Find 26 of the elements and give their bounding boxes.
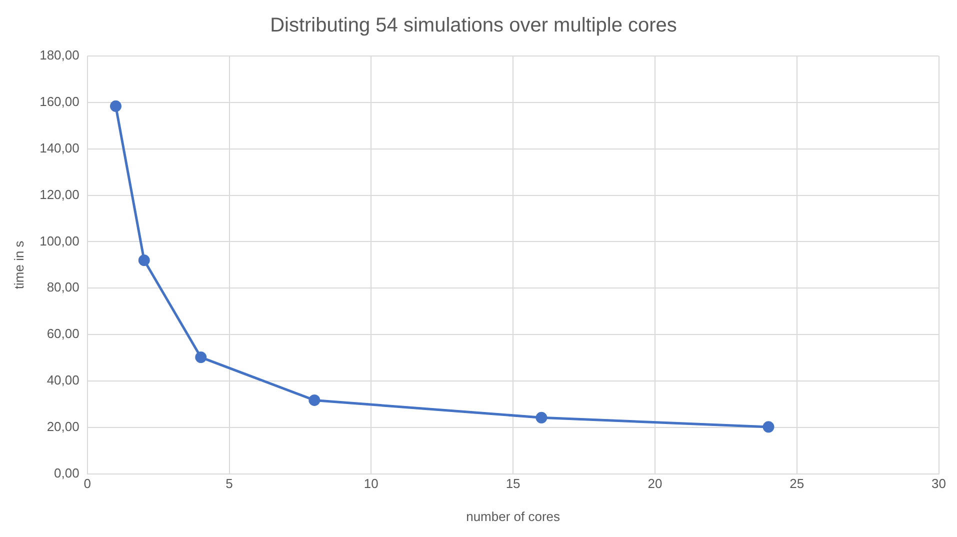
- point: [308, 394, 320, 406]
- y-tick-label: 20,00: [46, 418, 80, 434]
- x-tick-label: 20: [648, 476, 662, 492]
- chart-title: Distributing 54 simulations over multiple cores: [270, 14, 677, 37]
- y-tick-label: 100,00: [40, 233, 80, 248]
- y-tick-label: 0,00: [54, 465, 80, 480]
- point: [536, 412, 548, 424]
- point: [138, 254, 150, 266]
- x-tick-label: 25: [790, 476, 804, 492]
- x-tick-label: 0: [84, 476, 91, 492]
- x-tick-label: 10: [364, 476, 378, 492]
- x-tick-label: 5: [226, 476, 233, 492]
- x-tick-label: 30: [932, 476, 946, 492]
- x-axis-title: number of cores: [466, 508, 561, 524]
- x-tick-label: 15: [506, 476, 520, 492]
- y-tick-label: 80,00: [46, 280, 80, 295]
- y-axis-title: time in s: [11, 240, 26, 290]
- point: [110, 100, 122, 112]
- y-tick-label: 60,00: [46, 326, 80, 342]
- y-tick-label: 160,00: [40, 94, 80, 109]
- y-tick-label: 180,00: [40, 48, 80, 63]
- point: [195, 352, 207, 364]
- point: [762, 421, 774, 433]
- y-tick-label: 120,00: [40, 186, 80, 202]
- y-tick-label: 40,00: [46, 372, 80, 388]
- y-tick-label: 140,00: [40, 140, 80, 156]
